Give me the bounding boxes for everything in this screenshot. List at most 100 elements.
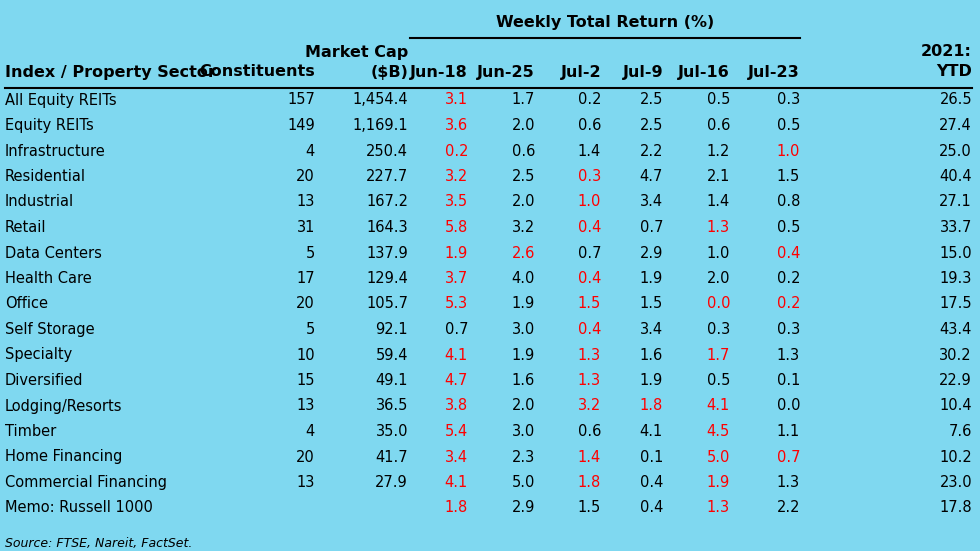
Text: Lodging/Resorts: Lodging/Resorts	[5, 398, 122, 413]
Text: 1.4: 1.4	[578, 143, 601, 159]
Text: 0.4: 0.4	[776, 246, 800, 261]
Text: 1,454.4: 1,454.4	[353, 93, 408, 107]
Text: Home Financing: Home Financing	[5, 450, 122, 464]
Text: 4: 4	[306, 143, 315, 159]
Text: 92.1: 92.1	[375, 322, 408, 337]
Text: 3.7: 3.7	[445, 271, 468, 286]
Text: 0.6: 0.6	[512, 143, 535, 159]
Text: Data Centers: Data Centers	[5, 246, 102, 261]
Text: 0.2: 0.2	[577, 93, 601, 107]
Text: 0.5: 0.5	[707, 373, 730, 388]
Text: Office: Office	[5, 296, 48, 311]
Text: 0.1: 0.1	[640, 450, 663, 464]
Text: 2.0: 2.0	[512, 118, 535, 133]
Text: 0.5: 0.5	[776, 220, 800, 235]
Text: Infrastructure: Infrastructure	[5, 143, 106, 159]
Text: 167.2: 167.2	[366, 195, 408, 209]
Text: 4: 4	[306, 424, 315, 439]
Text: Health Care: Health Care	[5, 271, 92, 286]
Text: Jul-2: Jul-2	[561, 64, 601, 79]
Text: 5: 5	[306, 322, 315, 337]
Text: 2.2: 2.2	[776, 500, 800, 516]
Text: 1.2: 1.2	[707, 143, 730, 159]
Text: 164.3: 164.3	[367, 220, 408, 235]
Text: 19.3: 19.3	[940, 271, 972, 286]
Text: 1.6: 1.6	[512, 373, 535, 388]
Text: 0.4: 0.4	[640, 475, 663, 490]
Text: 1.5: 1.5	[640, 296, 663, 311]
Text: 0.5: 0.5	[707, 93, 730, 107]
Text: 20: 20	[296, 450, 315, 464]
Text: 2.0: 2.0	[512, 195, 535, 209]
Text: 17.5: 17.5	[940, 296, 972, 311]
Text: 2021:: 2021:	[921, 45, 972, 60]
Text: 4.1: 4.1	[640, 424, 663, 439]
Text: 0.6: 0.6	[577, 424, 601, 439]
Text: 2.3: 2.3	[512, 450, 535, 464]
Text: 1.3: 1.3	[578, 373, 601, 388]
Text: 1.8: 1.8	[578, 475, 601, 490]
Text: 5: 5	[306, 246, 315, 261]
Text: Weekly Total Return (%): Weekly Total Return (%)	[496, 14, 714, 30]
Text: 35.0: 35.0	[375, 424, 408, 439]
Text: 4.7: 4.7	[640, 169, 663, 184]
Text: 0.4: 0.4	[577, 220, 601, 235]
Text: 1.3: 1.3	[578, 348, 601, 363]
Text: 4.0: 4.0	[512, 271, 535, 286]
Text: 49.1: 49.1	[375, 373, 408, 388]
Text: 25.0: 25.0	[939, 143, 972, 159]
Text: Memo: Russell 1000: Memo: Russell 1000	[5, 500, 153, 516]
Text: 1.7: 1.7	[707, 348, 730, 363]
Text: 1.9: 1.9	[640, 373, 663, 388]
Text: 0.2: 0.2	[776, 271, 800, 286]
Text: 1.8: 1.8	[640, 398, 663, 413]
Text: 4.5: 4.5	[707, 424, 730, 439]
Text: 1.9: 1.9	[707, 475, 730, 490]
Text: 2.5: 2.5	[640, 93, 663, 107]
Text: 105.7: 105.7	[366, 296, 408, 311]
Text: 2.2: 2.2	[640, 143, 663, 159]
Text: 40.4: 40.4	[940, 169, 972, 184]
Text: 0.4: 0.4	[640, 500, 663, 516]
Text: Jul-16: Jul-16	[678, 64, 730, 79]
Text: 59.4: 59.4	[375, 348, 408, 363]
Text: 1.9: 1.9	[512, 296, 535, 311]
Text: 5.0: 5.0	[707, 450, 730, 464]
Text: 27.9: 27.9	[375, 475, 408, 490]
Text: 20: 20	[296, 296, 315, 311]
Text: 10.2: 10.2	[939, 450, 972, 464]
Text: Industrial: Industrial	[5, 195, 74, 209]
Text: 2.6: 2.6	[512, 246, 535, 261]
Text: 3.6: 3.6	[445, 118, 468, 133]
Text: 1.8: 1.8	[445, 500, 468, 516]
Text: 27.4: 27.4	[939, 118, 972, 133]
Text: 3.4: 3.4	[445, 450, 468, 464]
Text: 5.8: 5.8	[445, 220, 468, 235]
Text: 149: 149	[287, 118, 315, 133]
Text: 0.4: 0.4	[577, 271, 601, 286]
Text: 0.7: 0.7	[577, 246, 601, 261]
Text: 1.3: 1.3	[707, 220, 730, 235]
Text: 2.0: 2.0	[707, 271, 730, 286]
Text: Equity REITs: Equity REITs	[5, 118, 94, 133]
Text: 0.7: 0.7	[445, 322, 468, 337]
Text: 4.1: 4.1	[707, 398, 730, 413]
Text: Jun-18: Jun-18	[411, 64, 468, 79]
Text: Constituents: Constituents	[199, 64, 315, 79]
Text: 36.5: 36.5	[375, 398, 408, 413]
Text: 4.1: 4.1	[445, 348, 468, 363]
Text: 20: 20	[296, 169, 315, 184]
Text: 2.9: 2.9	[512, 500, 535, 516]
Text: 3.8: 3.8	[445, 398, 468, 413]
Text: 1.9: 1.9	[512, 348, 535, 363]
Text: 17.8: 17.8	[940, 500, 972, 516]
Text: 129.4: 129.4	[367, 271, 408, 286]
Text: 0.0: 0.0	[707, 296, 730, 311]
Text: 1.3: 1.3	[707, 500, 730, 516]
Text: 0.2: 0.2	[445, 143, 468, 159]
Text: 4.7: 4.7	[445, 373, 468, 388]
Text: 1.0: 1.0	[707, 246, 730, 261]
Text: 1.3: 1.3	[777, 475, 800, 490]
Text: 227.7: 227.7	[366, 169, 408, 184]
Text: 0.7: 0.7	[640, 220, 663, 235]
